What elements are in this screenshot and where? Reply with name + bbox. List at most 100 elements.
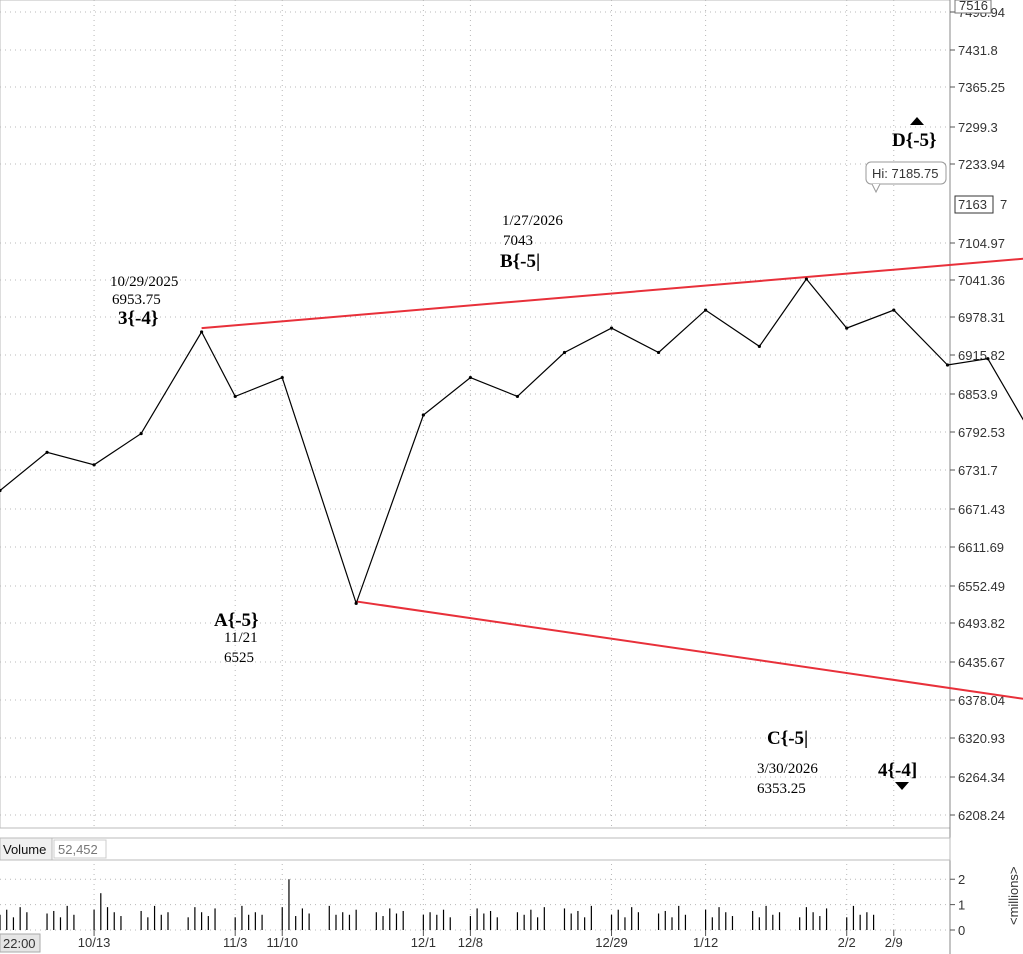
price-tick-label: 7299.3	[958, 120, 998, 135]
price-tick-label: 6264.34	[958, 770, 1005, 785]
price-tick-label: 6731.7	[958, 463, 998, 478]
price-tick-label: 6671.43	[958, 502, 1005, 517]
annotation-d-wave: D{-5}	[892, 130, 937, 151]
vol-tick-label: 2	[958, 872, 965, 887]
x-tick-label: 2/2	[838, 935, 856, 950]
price-point	[280, 375, 284, 380]
price-tick-label: 6208.24	[958, 808, 1005, 823]
volume-axis[interactable]: 2 1 0	[950, 872, 965, 938]
annotation-3-wave: 3{-4}	[118, 308, 158, 329]
annotation-b-date: 1/27/2026	[502, 213, 563, 229]
x-axis[interactable]: 10/1311/311/1012/112/812/291/122/22/93/2…	[78, 930, 1023, 950]
annotation-3: 10/29/2025 6953.75 3{-4}	[110, 274, 178, 329]
price-tick-label: 6378.04	[958, 693, 1005, 708]
price-point	[421, 413, 425, 417]
price-point	[45, 450, 49, 454]
annotation-a-date: 11/21	[224, 630, 258, 646]
x-tick-label: 10/13	[78, 935, 111, 950]
annotation-3-date: 10/29/2025	[110, 274, 178, 290]
price-tick-label: 6792.53	[958, 425, 1005, 440]
price-point	[757, 344, 761, 348]
annotation-b: 1/27/2026 7043 B{-5|	[500, 213, 563, 272]
price-point	[92, 463, 96, 467]
x-tick-label: 1/12	[693, 935, 718, 950]
price-tick-label: 7365.25	[958, 80, 1005, 95]
price-tick-label: 6853.9	[958, 387, 998, 402]
annotation-4: 4{-4]	[878, 760, 917, 790]
price-point	[945, 363, 950, 367]
price-tick-label: 6435.67	[958, 655, 1005, 670]
volume-label-box	[0, 837, 53, 861]
price-point	[892, 308, 896, 312]
price-point	[562, 350, 567, 355]
volume-grid	[0, 864, 948, 931]
price-point	[200, 330, 204, 334]
up-arrow-icon	[910, 117, 924, 125]
price-point	[804, 277, 809, 281]
price-tick-label: 6493.82	[958, 616, 1005, 631]
annotation-a-wave: A{-5}	[214, 610, 259, 631]
top-price-badge	[954, 0, 992, 14]
volume-value: 52,452	[58, 842, 98, 857]
hi-callout: Hi: 7185.75	[865, 161, 947, 194]
annotation-d: D{-5}	[892, 117, 937, 151]
price-point	[845, 326, 849, 330]
price-tick-label: 6552.49	[958, 579, 1005, 594]
volume-unit-label: <millions>	[1006, 866, 1021, 925]
x-tick-label: 12/8	[458, 935, 483, 950]
price-tick-label: 6611.69	[958, 540, 1004, 555]
last-price-label: 7163	[958, 197, 987, 212]
grid	[0, 0, 948, 828]
annotation-a-price: 6525	[224, 650, 254, 666]
price-point	[233, 394, 237, 399]
x-tick-label: 12/1	[411, 935, 436, 950]
price-point	[0, 488, 2, 493]
trendline-upper	[201, 257, 1023, 330]
last-price-suffix: 7	[1000, 197, 1007, 212]
annotation-a: A{-5} 11/21 6525	[214, 610, 259, 666]
volume-bars	[0, 879, 875, 930]
x-tick-label: 12/29	[595, 935, 628, 950]
time-label: 22:00	[3, 936, 36, 951]
price-tick-label: 7431.8	[958, 43, 998, 58]
x-tick-label: 11/3	[223, 935, 247, 950]
price-point	[656, 350, 661, 355]
volume-header	[0, 837, 951, 861]
annotation-c: C{-5| 3/30/2026 6353.25	[757, 728, 818, 797]
price-point	[139, 431, 143, 436]
price-tick-label: 7041.36	[958, 273, 1005, 288]
trendline-lower	[356, 600, 1023, 700]
price-tick-label: 7104.97	[958, 236, 1005, 251]
price-tick-label: 6978.31	[958, 310, 1005, 325]
main-panel-frame	[0, 0, 951, 829]
annotation-b-wave: B{-5|	[500, 251, 540, 272]
x-tick-label: 11/10	[266, 935, 298, 950]
vol-tick-label: 0	[958, 923, 965, 938]
last-price-badge: 7163 7	[954, 195, 1007, 214]
volume-value-box	[53, 839, 107, 859]
price-point	[354, 601, 358, 605]
annotation-c-price: 6353.25	[757, 781, 806, 797]
price-point	[609, 326, 614, 330]
price-tick-label: 7233.94	[958, 157, 1005, 172]
time-label-box	[0, 933, 41, 953]
price-point	[515, 394, 520, 399]
price-points	[0, 277, 990, 605]
down-arrow-icon	[895, 782, 909, 790]
annotation-4-wave: 4{-4]	[878, 760, 917, 781]
price-point	[986, 357, 990, 361]
volume-label: Volume	[3, 842, 46, 857]
top-price-label: 7516	[959, 0, 988, 13]
price-point	[468, 375, 472, 380]
price-tick-label: 6320.93	[958, 731, 1005, 746]
trendlines	[201, 257, 1023, 700]
price-tick-label: 6915.82	[958, 348, 1005, 363]
hi-label: Hi: 7185.75	[872, 166, 939, 181]
annotation-c-date: 3/30/2026	[757, 761, 818, 777]
annotation-3-price: 6953.75	[112, 292, 161, 308]
price-axis[interactable]: 7498.947431.87365.257299.37233.947104.97…	[950, 5, 1005, 823]
annotation-b-price: 7043	[503, 233, 533, 249]
annotation-c-wave: C{-5|	[767, 728, 808, 749]
price-point	[704, 308, 708, 312]
